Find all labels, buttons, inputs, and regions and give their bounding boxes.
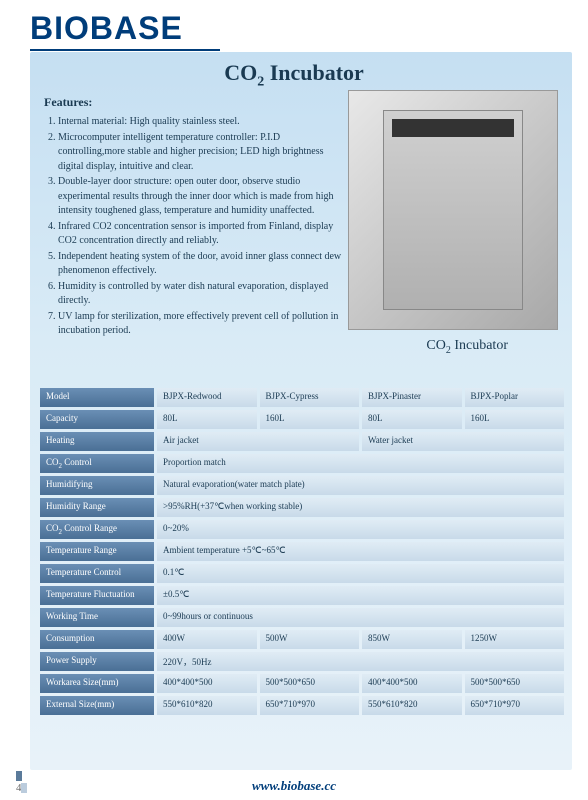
spec-label: Model [40, 388, 154, 407]
spec-row: Humidity Range>95%RH(+37℃when working st… [40, 498, 564, 517]
spec-cell: 80L [362, 410, 462, 429]
title-suffix: Incubator [264, 60, 364, 85]
spec-cell: >95%RH(+37℃when working stable) [157, 498, 564, 517]
feature-item: Independent heating system of the door, … [58, 250, 344, 279]
spec-cell: 1250W [465, 630, 565, 649]
spec-row: Temperature Control0.1℃ [40, 564, 564, 583]
spec-cell: ±0.5℃ [157, 586, 564, 605]
spec-cell: 0~20% [157, 520, 564, 539]
spec-row: Capacity80L160L80L160L [40, 410, 564, 429]
spec-cell: 0~99hours or continuous [157, 608, 564, 627]
spec-cell: BJPX-Cypress [260, 388, 360, 407]
feature-item: Microcomputer intelligent temperature co… [58, 131, 344, 175]
spec-label: Consumption [40, 630, 154, 649]
catalog-page: BIOBASE CO2 Incubator Features: Internal… [0, 0, 588, 800]
spec-row: CO2 Control Range0~20% [40, 520, 564, 539]
spec-cell: 400*400*500 [362, 674, 462, 693]
features-heading: Features: [44, 95, 92, 110]
brand-logo: BIOBASE [30, 10, 183, 47]
spec-cell: Ambient temperature +5℃~65℃ [157, 542, 564, 561]
page-title: CO2 Incubator [0, 60, 588, 90]
spec-cell: 500*500*650 [465, 674, 565, 693]
features-list: Internal material: High quality stainles… [44, 115, 344, 340]
spec-label: CO2 Control Range [40, 520, 154, 539]
spec-cell: Air jacket [157, 432, 359, 451]
caption-prefix: CO [426, 338, 445, 353]
spec-row: HeatingAir jacketWater jacket [40, 432, 564, 451]
spec-cell: 160L [260, 410, 360, 429]
spec-label: Workarea Size(mm) [40, 674, 154, 693]
spec-label: Power Supply [40, 652, 154, 671]
spec-cell: BJPX-Redwood [157, 388, 257, 407]
feature-item: UV lamp for sterilization, more effectiv… [58, 310, 344, 339]
spec-label: Working Time [40, 608, 154, 627]
spec-row: Consumption400W500W850W1250W [40, 630, 564, 649]
spec-row: Workarea Size(mm)400*400*500500*500*6504… [40, 674, 564, 693]
spec-label: Temperature Fluctuation [40, 586, 154, 605]
spec-row: External Size(mm)550*610*820650*710*9705… [40, 696, 564, 715]
spec-row: ModelBJPX-RedwoodBJPX-CypressBJPX-Pinast… [40, 388, 564, 407]
footer-url: www.biobase.cc [0, 778, 588, 794]
spec-label: Heating [40, 432, 154, 451]
spec-cell: 400*400*500 [157, 674, 257, 693]
spec-label: Temperature Range [40, 542, 154, 561]
spec-cell: 0.1℃ [157, 564, 564, 583]
spec-cell: 850W [362, 630, 462, 649]
spec-label: Capacity [40, 410, 154, 429]
spec-cell: 650*710*970 [260, 696, 360, 715]
spec-cell: 650*710*970 [465, 696, 565, 715]
spec-cell: 400W [157, 630, 257, 649]
spec-cell: 500*500*650 [260, 674, 360, 693]
spec-cell: 550*610*820 [157, 696, 257, 715]
spec-label: CO2 Control [40, 454, 154, 473]
spec-cell: BJPX-Poplar [465, 388, 565, 407]
spec-cell: 80L [157, 410, 257, 429]
spec-table: ModelBJPX-RedwoodBJPX-CypressBJPX-Pinast… [40, 388, 564, 718]
product-image-inner [383, 110, 523, 310]
spec-label: Humidity Range [40, 498, 154, 517]
spec-cell: 550*610*820 [362, 696, 462, 715]
spec-cell: 500W [260, 630, 360, 649]
feature-item: Humidity is controlled by water dish nat… [58, 280, 344, 309]
spec-row: CO2 ControlProportion match [40, 454, 564, 473]
spec-row: HumidifyingNatural evaporation(water mat… [40, 476, 564, 495]
product-caption: CO2 Incubator [426, 338, 508, 356]
spec-cell: Proportion match [157, 454, 564, 473]
feature-item: Infrared CO2 concentration sensor is imp… [58, 220, 344, 249]
caption-suffix: Incubator [451, 338, 508, 353]
spec-row: Temperature Fluctuation±0.5℃ [40, 586, 564, 605]
spec-row: Temperature RangeAmbient temperature +5℃… [40, 542, 564, 561]
spec-cell: BJPX-Pinaster [362, 388, 462, 407]
product-image [348, 90, 558, 330]
spec-cell: Water jacket [362, 432, 564, 451]
spec-cell: 220V，50Hz [157, 652, 564, 671]
spec-row: Power Supply220V，50Hz [40, 652, 564, 671]
spec-label: Temperature Control [40, 564, 154, 583]
title-prefix: CO [224, 60, 257, 85]
spec-label: Humidifying [40, 476, 154, 495]
spec-row: Working Time0~99hours or continuous [40, 608, 564, 627]
spec-cell: 160L [465, 410, 565, 429]
spec-cell: Natural evaporation(water match plate) [157, 476, 564, 495]
feature-item: Internal material: High quality stainles… [58, 115, 344, 130]
feature-item: Double-layer door structure: open outer … [58, 175, 344, 219]
spec-label: External Size(mm) [40, 696, 154, 715]
